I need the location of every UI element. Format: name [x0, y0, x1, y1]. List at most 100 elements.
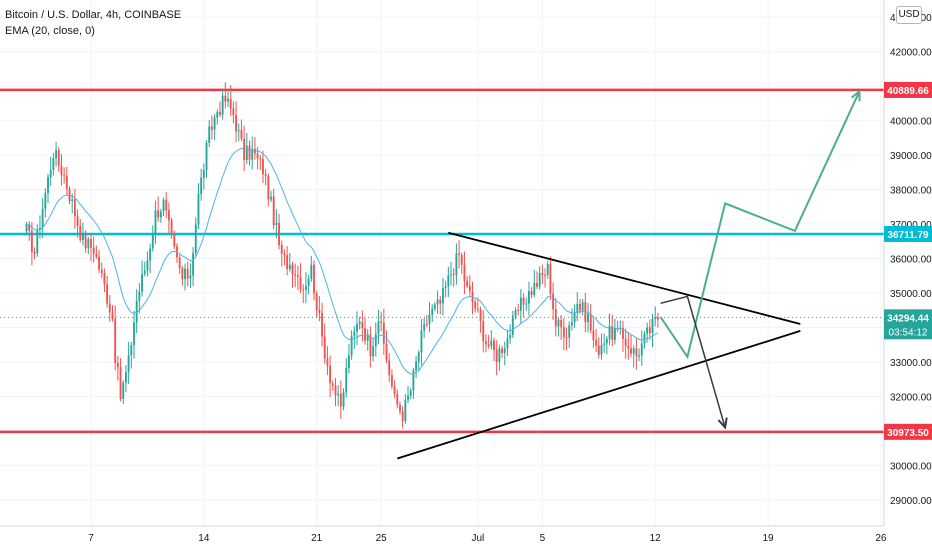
candle-body [482, 321, 485, 342]
candle-body [458, 253, 461, 255]
candle-body [162, 199, 165, 212]
candle-body [358, 321, 361, 325]
candle-body [189, 275, 192, 279]
symbol-title[interactable]: Bitcoin / U.S. Dollar, 4h, COINBASE [5, 9, 182, 21]
countdown-label: 03:54:12 [889, 327, 928, 338]
y-tick-label: 33000.00 [890, 358, 932, 369]
candle-body [455, 253, 458, 275]
candle-body [224, 95, 227, 102]
candle-body [39, 227, 41, 230]
candle-body [514, 310, 517, 316]
candle-body [103, 273, 106, 285]
triangle-upper-trendline[interactable] [448, 231, 801, 325]
candle-body [479, 309, 482, 322]
candle-body [313, 264, 315, 294]
candle-body [106, 284, 109, 304]
candle-body [627, 345, 630, 349]
candle-body [288, 264, 291, 269]
candle-body [345, 367, 348, 393]
candle-body [468, 286, 471, 292]
chart-legend: Bitcoin / U.S. Dollar, 4h, COINBASE EMA … [5, 7, 181, 39]
price-label-support-bg [884, 423, 932, 440]
candle-body [495, 349, 498, 362]
candle-body [259, 158, 262, 160]
currency-badge[interactable]: USD [896, 6, 922, 24]
y-tick-label: 42000.00 [890, 48, 932, 59]
candle-body [331, 383, 334, 386]
candle-body [216, 112, 219, 118]
candle-body [151, 234, 154, 249]
price-label-mid-level-bg [884, 225, 932, 242]
candle-body [127, 354, 130, 372]
candle-body [654, 317, 657, 319]
candle-body [165, 199, 168, 211]
bullish-arrowhead[interactable] [851, 89, 861, 102]
candle-body [573, 312, 576, 323]
candle-body [329, 365, 332, 384]
candle-body [632, 348, 635, 354]
candle-body [143, 270, 146, 275]
candle-body [339, 393, 342, 407]
candle-body [157, 210, 160, 218]
candle-body [205, 142, 208, 171]
drawings[interactable] [397, 89, 861, 460]
candle-body [262, 159, 264, 175]
candle-body [235, 115, 238, 132]
candle-body [417, 352, 420, 362]
candle-body [442, 288, 444, 304]
candle-body [356, 324, 358, 332]
candle-body [415, 361, 418, 371]
bearish-projection-path[interactable] [660, 295, 726, 428]
candle-body [361, 321, 364, 329]
candle-body [135, 300, 138, 323]
candle-body [138, 291, 141, 301]
candle-body [501, 348, 504, 354]
candle-body [286, 255, 289, 269]
candle-body [369, 334, 372, 357]
candle-body [90, 238, 92, 248]
candle-body [237, 130, 240, 132]
candle-body [511, 315, 514, 335]
candle-body [68, 188, 71, 201]
candle-body [245, 145, 248, 161]
candle-body [648, 327, 651, 333]
candle-body [25, 224, 28, 232]
candle-body [52, 158, 55, 171]
y-tick-label: 30000.00 [890, 461, 932, 472]
candle-body [484, 341, 487, 345]
candle-body [272, 196, 275, 226]
triangle-lower-trendline[interactable] [397, 330, 801, 460]
candle-body [111, 312, 114, 319]
candle-body [323, 336, 326, 359]
x-tick-label: 25 [376, 533, 388, 544]
candle-body [47, 177, 49, 194]
candle-body [173, 233, 176, 247]
candle-body [525, 303, 528, 305]
candle-body [490, 340, 493, 347]
candle-body [353, 331, 356, 337]
candle-body [197, 194, 200, 225]
candle-body [264, 174, 267, 177]
candle-body [84, 234, 87, 249]
candle-body [450, 274, 452, 276]
candle-body [81, 234, 84, 240]
x-tick-label: 19 [762, 533, 774, 544]
candle-body [600, 344, 603, 355]
candle-body [366, 334, 369, 341]
bearish-arrowhead[interactable] [717, 417, 728, 430]
candle-body [517, 310, 520, 312]
candle-body [76, 216, 79, 226]
candle-body [538, 273, 541, 287]
bullish-projection-path[interactable] [659, 90, 861, 360]
x-tick-label: Jul [471, 533, 484, 544]
candle-body [149, 248, 152, 261]
candle-body [73, 199, 76, 217]
horizontal-levels[interactable] [0, 88, 884, 434]
candle-body [192, 252, 195, 276]
indicator-label[interactable]: EMA (20, close, 0) [5, 25, 95, 37]
candle-body [476, 308, 479, 310]
candle-body [622, 327, 624, 339]
candle-body [321, 312, 323, 337]
